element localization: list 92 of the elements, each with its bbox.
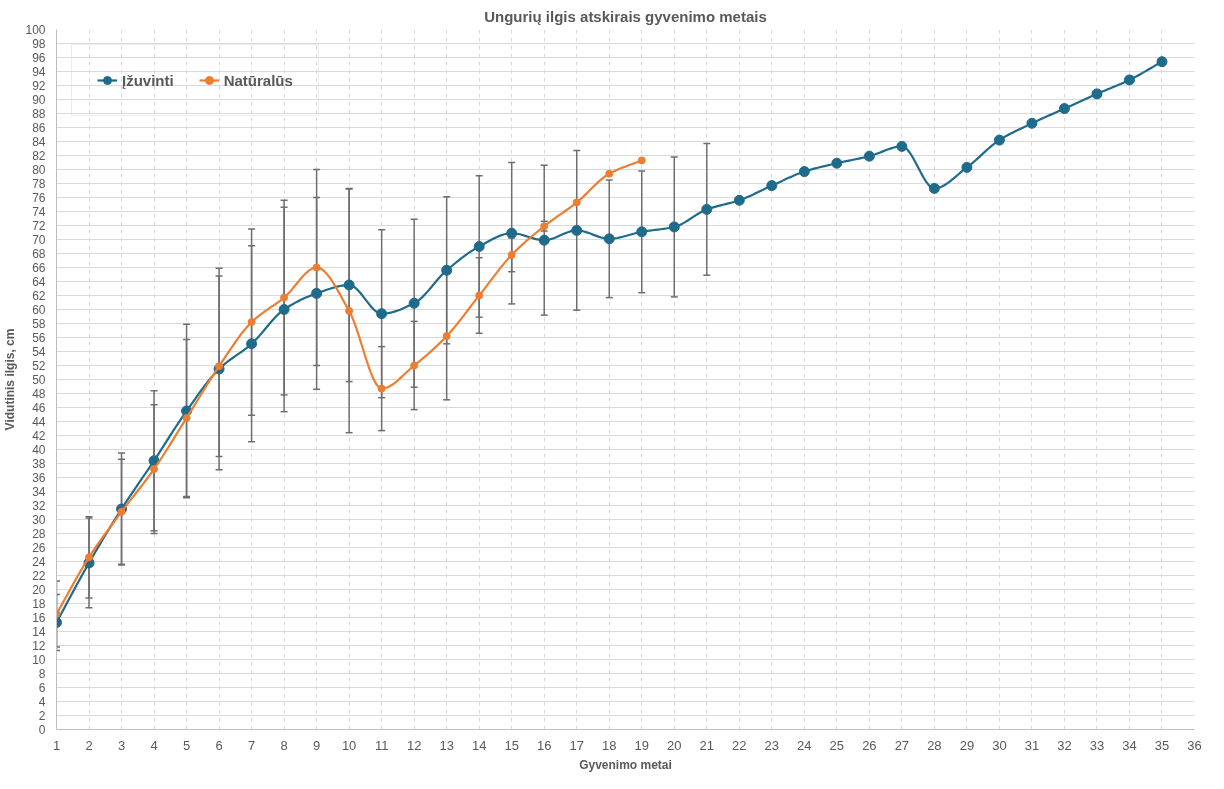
y-tick-label: 40 [32, 443, 46, 457]
x-tick-label: 1 [52, 737, 61, 753]
y-tick-label: 88 [32, 107, 46, 121]
x-tick-label: 25 [829, 737, 845, 753]
y-tick-label: 24 [32, 555, 46, 569]
y-tick-label: 58 [32, 317, 46, 331]
x-tick-label: 6 [215, 737, 223, 753]
y-tick-label: 26 [32, 541, 46, 555]
y-tick-label: 60 [32, 303, 46, 317]
x-tick-label: 35 [1154, 737, 1170, 753]
y-tick-label: 84 [32, 135, 46, 149]
y-tick-label: 8 [38, 667, 46, 681]
x-tick-label: 22 [732, 737, 747, 753]
y-tick-label: 42 [32, 429, 46, 443]
x-tick-label: 20 [667, 737, 682, 753]
y-tick-label: 6 [38, 681, 46, 695]
y-tick-label: 36 [32, 471, 46, 485]
x-tick-label: 23 [764, 737, 780, 753]
y-tick-label: 96 [32, 51, 46, 65]
y-tick-label: 98 [32, 37, 46, 51]
x-tick-label: 18 [602, 737, 617, 753]
x-tick-label: 13 [439, 737, 454, 753]
x-tick-label: 7 [247, 737, 256, 753]
y-tick-label: 46 [32, 401, 46, 415]
y-tick-label: 32 [32, 499, 46, 513]
legend-label: Natūralūs [223, 71, 293, 89]
x-tick-label: 19 [634, 737, 649, 753]
x-tick-label: 16 [536, 737, 552, 753]
chart-title: Ungurių ilgis atskirais gyvenimo metais [484, 7, 767, 25]
x-tick-label: 29 [959, 737, 975, 753]
y-tick-label: 16 [32, 611, 46, 625]
x-tick-label: 26 [862, 737, 877, 753]
y-tick-label: 70 [32, 233, 46, 247]
x-tick-label: 5 [182, 737, 191, 753]
x-tick-label: 8 [280, 737, 288, 753]
x-tick-label: 31 [1024, 737, 1040, 753]
y-tick-label: 54 [32, 345, 46, 359]
x-tick-label: 17 [569, 737, 584, 753]
y-tick-label: 38 [32, 457, 46, 471]
x-tick-label: 15 [504, 737, 519, 753]
y-tick-label: 80 [32, 163, 46, 177]
y-tick-label: 0 [38, 723, 46, 737]
x-tick-label: 12 [406, 737, 422, 753]
y-tick-label: 14 [32, 625, 46, 639]
x-tick-label: 30 [992, 737, 1007, 753]
x-tick-label: 10 [341, 737, 357, 753]
y-tick-label: 72 [32, 219, 46, 233]
y-tick-label: 2 [38, 709, 46, 723]
x-tick-label: 11 [374, 737, 389, 753]
x-tick-label: 27 [894, 737, 910, 753]
x-tick-label: 9 [313, 737, 321, 753]
y-tick-label: 20 [32, 583, 46, 597]
x-tick-label: 36 [1187, 737, 1202, 753]
y-tick-label: 12 [32, 639, 46, 653]
y-tick-label: 28 [32, 527, 46, 541]
y-tick-label: 48 [32, 387, 46, 401]
x-tick-label: 24 [797, 737, 812, 753]
x-tick-label: 32 [1057, 737, 1072, 753]
x-tick-label: 21 [699, 737, 715, 753]
y-tick-label: 50 [32, 373, 46, 387]
y-tick-label: 92 [32, 79, 46, 93]
x-tick-label: 2 [85, 737, 93, 753]
y-tick-label: 10 [32, 653, 46, 667]
y-tick-label: 74 [32, 205, 46, 219]
legend-label: Įžuvinti [122, 71, 174, 89]
y-tick-label: 78 [32, 177, 46, 191]
y-tick-label: 34 [32, 485, 46, 499]
y-tick-label: 18 [32, 597, 46, 611]
y-tick-label: 94 [32, 65, 46, 79]
x-tick-label: 3 [117, 737, 126, 753]
y-tick-label: 4 [38, 695, 46, 709]
x-tick-label: 34 [1122, 737, 1137, 753]
y-axis-title: Vidutinis ilgis, cm [3, 328, 18, 431]
y-tick-label: 66 [32, 261, 46, 275]
x-tick-label: 33 [1089, 737, 1105, 753]
x-axis-title: Gyvenimo metai [579, 757, 672, 772]
y-tick-label: 100 [25, 23, 46, 37]
y-tick-label: 22 [32, 569, 46, 583]
y-tick-label: 30 [32, 513, 46, 527]
y-tick-label: 86 [32, 121, 46, 135]
y-tick-label: 56 [32, 331, 46, 345]
y-tick-label: 44 [32, 415, 46, 429]
y-tick-label: 76 [32, 191, 46, 205]
x-tick-label: 4 [150, 737, 158, 753]
y-tick-label: 62 [32, 289, 46, 303]
y-tick-label: 68 [32, 247, 46, 261]
y-tick-label: 64 [32, 275, 46, 289]
y-tick-label: 90 [32, 93, 46, 107]
x-tick-label: 14 [471, 737, 487, 753]
y-tick-label: 52 [32, 359, 46, 373]
x-tick-label: 28 [927, 737, 942, 753]
y-tick-label: 82 [32, 149, 46, 163]
